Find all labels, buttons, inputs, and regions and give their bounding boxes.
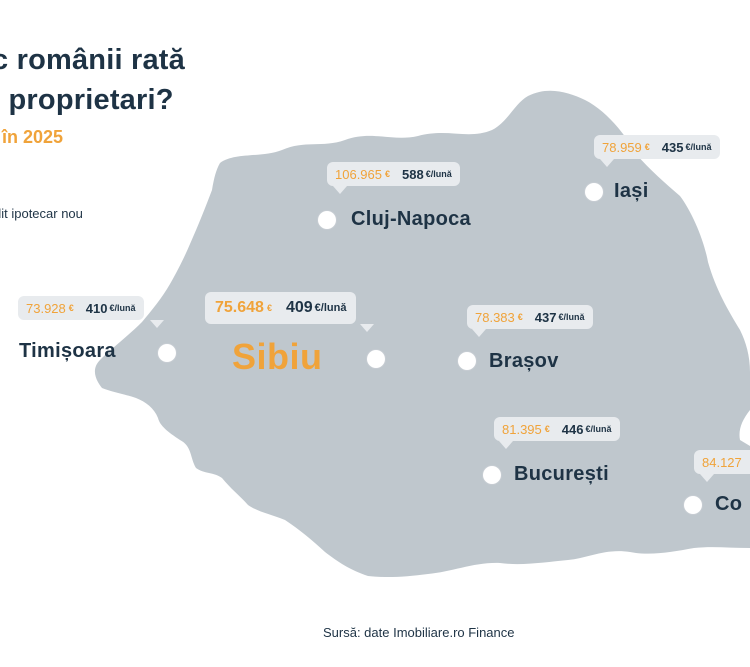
price-bubble-cluj: 106.965 € 588 €/lună bbox=[327, 162, 460, 186]
city-marker-cluj bbox=[318, 211, 336, 229]
price-bubble-bucuresti: 81.395 € 446 €/lună bbox=[494, 417, 620, 441]
city-marker-timisoara bbox=[158, 344, 176, 362]
rate-unit: €/lună bbox=[109, 303, 136, 313]
legend-text: dit ipotecar nou bbox=[0, 206, 83, 221]
city-marker-sibiu bbox=[367, 350, 385, 368]
city-marker-brasov bbox=[458, 352, 476, 370]
rate-value: 588 bbox=[402, 166, 424, 182]
title-line-1: c românii rată bbox=[0, 44, 185, 76]
city-marker-iasi bbox=[585, 183, 603, 201]
bubble-tail bbox=[333, 186, 347, 194]
bubble-tail bbox=[150, 320, 164, 328]
romania-shape bbox=[94, 90, 750, 578]
rate-value: 446 bbox=[561, 421, 584, 437]
city-label-timisoara: Timișoara bbox=[19, 340, 116, 362]
price-value: 84.127 bbox=[702, 454, 742, 470]
city-marker-bucuresti bbox=[483, 466, 501, 484]
rate-unit: €/lună bbox=[585, 424, 612, 434]
bubble-tail bbox=[499, 441, 513, 449]
city-label-cluj: Cluj-Napoca bbox=[351, 208, 471, 230]
city-label-bucuresti: București bbox=[514, 463, 609, 485]
currency-symbol: € bbox=[644, 142, 650, 152]
price-value: 81.395 bbox=[502, 421, 542, 437]
currency-symbol: € bbox=[385, 169, 391, 179]
price-bubble-iasi: 78.959 € 435 €/lună bbox=[594, 135, 720, 159]
rate-value: 410 bbox=[85, 300, 108, 316]
subtitle: i în 2025 bbox=[0, 127, 64, 147]
price-value: 106.965 bbox=[335, 166, 382, 182]
currency-symbol: € bbox=[68, 303, 74, 313]
bubble-tail bbox=[700, 474, 714, 482]
price-bubble-timisoara: 73.928 € 410 €/lună bbox=[18, 296, 144, 320]
rate-value: 435 bbox=[661, 139, 684, 155]
price-value: 78.383 bbox=[475, 309, 515, 325]
currency-symbol: € bbox=[266, 303, 272, 313]
city-marker-constanta bbox=[684, 496, 702, 514]
rate-value: 409 bbox=[285, 299, 313, 316]
city-label-sibiu: Sibiu bbox=[232, 336, 323, 377]
bubble-tail bbox=[600, 159, 614, 167]
rate-unit: €/lună bbox=[314, 302, 347, 314]
price-value: 78.959 bbox=[602, 139, 642, 155]
price-bubble-sibiu: 75.648 € 409 €/lună bbox=[205, 292, 357, 324]
price-value: 75.648 bbox=[215, 299, 264, 316]
city-label-brasov: Brașov bbox=[489, 350, 559, 372]
city-label-iasi: Iași bbox=[614, 180, 649, 202]
bubble-tail bbox=[360, 324, 374, 332]
rate-unit: €/lună bbox=[425, 169, 452, 179]
price-bubble-constanta: 84.127 bbox=[694, 450, 750, 474]
title-line-2: i proprietari? bbox=[0, 84, 174, 116]
city-label-constanta: Co bbox=[715, 493, 743, 515]
rate-value: 437 bbox=[534, 309, 557, 325]
rate-unit: €/lună bbox=[685, 142, 712, 152]
bubble-tail bbox=[472, 329, 486, 337]
rate-unit: €/lună bbox=[558, 312, 585, 322]
currency-symbol: € bbox=[544, 424, 550, 434]
price-value: 73.928 bbox=[26, 300, 66, 316]
currency-symbol: € bbox=[517, 312, 523, 322]
price-bubble-brasov: 78.383 € 437 €/lună bbox=[467, 305, 593, 329]
source-note: Sursă: date Imobiliare.ro Finance bbox=[323, 625, 515, 640]
